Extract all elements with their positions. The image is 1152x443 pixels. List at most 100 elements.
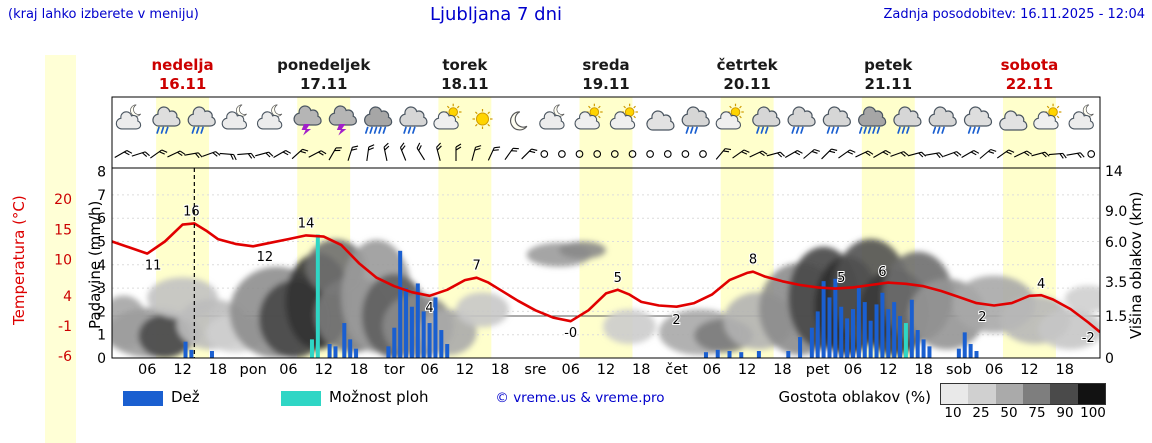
temp-axis-tick: -6 (58, 349, 72, 365)
rain-bar (827, 297, 832, 358)
weather-icon-rain (787, 106, 816, 134)
temp-axis-tick: 15 (54, 222, 72, 238)
weather-icon-showers (152, 106, 181, 134)
wind-calm-icon (575, 150, 584, 158)
wind-barb-icon (255, 151, 274, 158)
wind-barb-icon (347, 145, 359, 161)
wind-barb-icon (237, 152, 256, 159)
rain-bar (962, 332, 967, 358)
wind-calm-icon (681, 150, 690, 158)
cloud-axis-tick: 3.5 (1105, 275, 1127, 291)
density-tick: 25 (972, 405, 990, 421)
time-axis-tick: 18 (350, 362, 368, 378)
shower-bar (903, 323, 908, 358)
cloud-axis-tick: 0 (1105, 351, 1114, 367)
rain-bar (786, 351, 791, 358)
rain-bar (703, 352, 708, 358)
showers-legend-swatch (281, 391, 321, 406)
time-axis-tick: 18 (773, 362, 791, 378)
temp-axis-tick: 4 (63, 289, 72, 305)
rain-legend-swatch (123, 391, 163, 406)
rain-bar (845, 318, 850, 358)
rain-bar (715, 349, 720, 358)
wind-barb-icon (1031, 151, 1050, 158)
time-axis-tick: sob (946, 362, 972, 378)
weather-icon-rain (681, 106, 710, 134)
temperature-value-label: 5 (614, 271, 622, 286)
rain-bar (974, 351, 979, 358)
shower-bar (309, 339, 314, 358)
rain-bar (821, 281, 826, 358)
cloud-blob (603, 309, 656, 344)
time-axis-tick: 18 (209, 362, 227, 378)
weather-icon-showers (963, 106, 993, 134)
day-name: nedelja (151, 56, 214, 74)
rain-bar (404, 288, 409, 358)
temperature-value-label: 2 (672, 313, 680, 328)
temperature-value-label: 4 (425, 301, 433, 316)
wind-barb-icon (328, 147, 342, 161)
wind-barb-icon (766, 151, 785, 158)
rain-bar (209, 351, 214, 358)
rain-bar (868, 320, 873, 358)
cloud-density-ticks: 10 25 50 75 90 100 (939, 405, 1107, 421)
rain-bar (392, 327, 397, 358)
precip-axis-tick: 4 (97, 258, 106, 274)
cloud-axis-tick: 9.0 (1105, 204, 1127, 220)
time-axis-tick: 06 (138, 362, 156, 378)
day-date: 20.11 (723, 75, 771, 93)
rain-bar (348, 339, 353, 358)
weather-icon-heavy-rain (858, 106, 887, 134)
day-date: 21.11 (864, 75, 913, 93)
rain-bar (445, 344, 450, 358)
day-date: 16.11 (158, 75, 207, 93)
time-axis-tick: 06 (420, 362, 438, 378)
wind-barb-icon (803, 148, 820, 159)
time-axis-tick: 06 (985, 362, 1003, 378)
temperature-value-label: 11 (145, 259, 162, 274)
wind-barb-icon (521, 148, 538, 160)
wind-calm-icon (699, 150, 707, 158)
rain-bar (886, 309, 891, 358)
wind-calm-icon (593, 150, 602, 158)
density-tick: 10 (944, 405, 962, 421)
time-axis-tick: 06 (279, 362, 297, 378)
wind-calm-icon (558, 150, 566, 158)
wind-barb-icon (1048, 152, 1067, 159)
density-segment (968, 384, 996, 404)
temperature-value-label: 7 (472, 259, 480, 274)
wind-barb-icon (749, 150, 768, 158)
time-axis-tick: 06 (844, 362, 862, 378)
weather-icon-moon-cloud (256, 104, 283, 130)
copyright-link[interactable]: © vreme.us & vreme.pro (495, 390, 665, 406)
rain-bar (327, 344, 332, 358)
wind-barb-icon (873, 150, 891, 158)
weather-icon-showers (187, 106, 216, 134)
precip-axis-tick: 5 (97, 235, 106, 251)
temp-axis-tick: 20 (54, 192, 72, 208)
showers-legend-label: Možnost ploh (329, 388, 429, 406)
day-date: 19.11 (582, 75, 630, 93)
rain-bar (415, 283, 420, 358)
cloud-density-scale (940, 383, 1106, 405)
weather-icon-heavy-rain (364, 106, 393, 134)
weather-icon-sun-cloud (609, 103, 638, 130)
time-axis-tick: čet (665, 362, 688, 378)
wind-barb-icon (925, 152, 944, 159)
day-name: četrtek (716, 56, 778, 74)
temperature-value-label: 8 (749, 253, 757, 268)
wind-barb-icon (114, 150, 133, 158)
time-axis-tick: 18 (491, 362, 509, 378)
weather-icon-rain (399, 106, 428, 134)
rain-bar (892, 302, 897, 358)
wind-barb-icon (943, 151, 962, 157)
rain-bar (874, 304, 879, 358)
weather-icon-rain (893, 106, 922, 134)
wind-barb-icon (907, 151, 927, 158)
rain-bar (798, 337, 803, 358)
temperature-value-label: 6 (878, 265, 886, 280)
wind-barb-icon (273, 150, 292, 158)
cloud-axis-tick: 6.0 (1105, 235, 1127, 251)
wind-calm-icon (646, 150, 654, 158)
